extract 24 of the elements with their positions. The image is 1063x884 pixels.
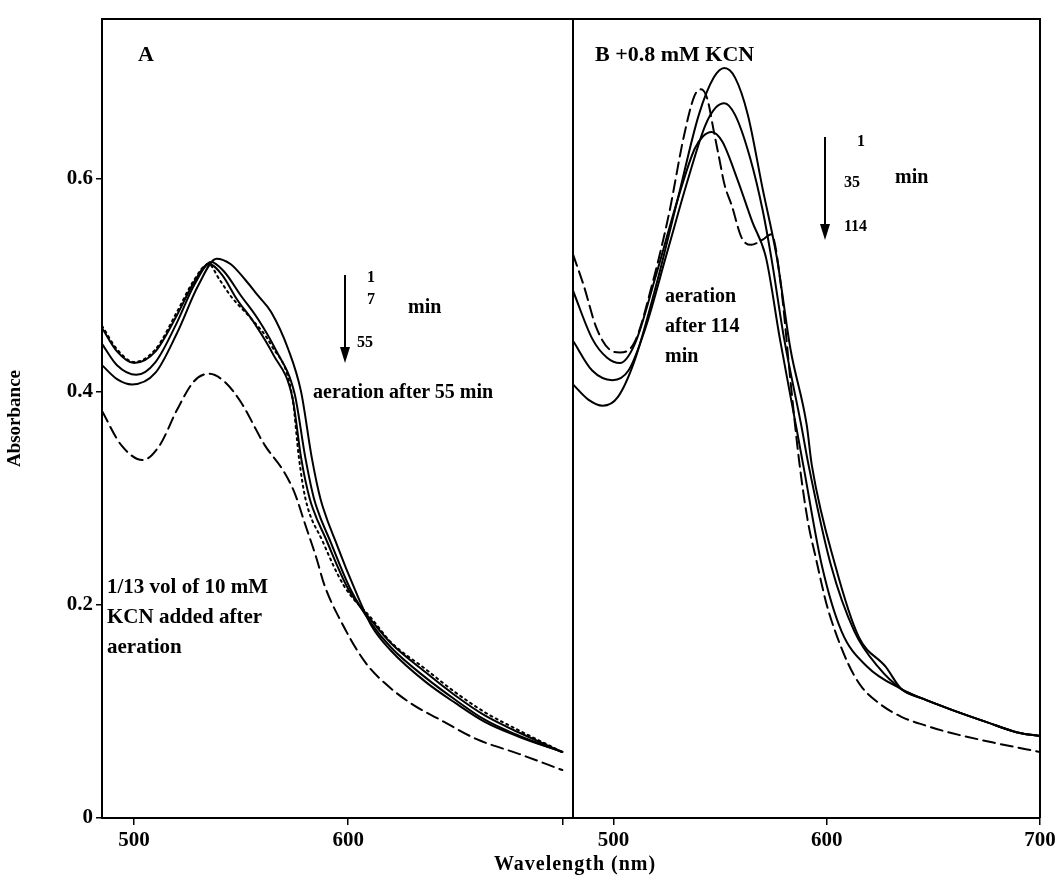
annotation: min: [895, 165, 929, 188]
x-tick-label: 500: [118, 827, 150, 852]
annotation: min: [408, 295, 442, 318]
x-axis-title: Wavelength (nm): [492, 852, 658, 875]
y-axis-title: Absorbance: [3, 369, 25, 468]
annotation: 1: [367, 268, 375, 286]
annotation: aeration after 55 min: [313, 380, 494, 403]
x-tick-label: 600: [811, 827, 843, 852]
y-tick-label: 0.6: [66, 165, 93, 190]
y-tick-label: 0.4: [66, 378, 94, 403]
x-tick-label: 700: [1024, 827, 1056, 852]
x-tick-label: 500: [597, 827, 630, 852]
annotation: 7: [367, 290, 375, 308]
annotation: 1/13 vol of 10 mM KCN added after aeration: [107, 574, 269, 659]
annotation: aeration after 114 min: [665, 284, 740, 367]
text: B +0.8 mM KCN: [595, 40, 755, 66]
y-tick-label: 0.2: [66, 591, 93, 616]
x-tick-label: 600: [332, 827, 364, 852]
annotation: 114: [844, 217, 868, 235]
text: A: [138, 40, 154, 66]
annotation: 35: [844, 173, 860, 191]
annotation: 55: [357, 333, 373, 351]
y-tick-label: 0: [82, 804, 93, 829]
annotation: 1: [857, 132, 865, 150]
